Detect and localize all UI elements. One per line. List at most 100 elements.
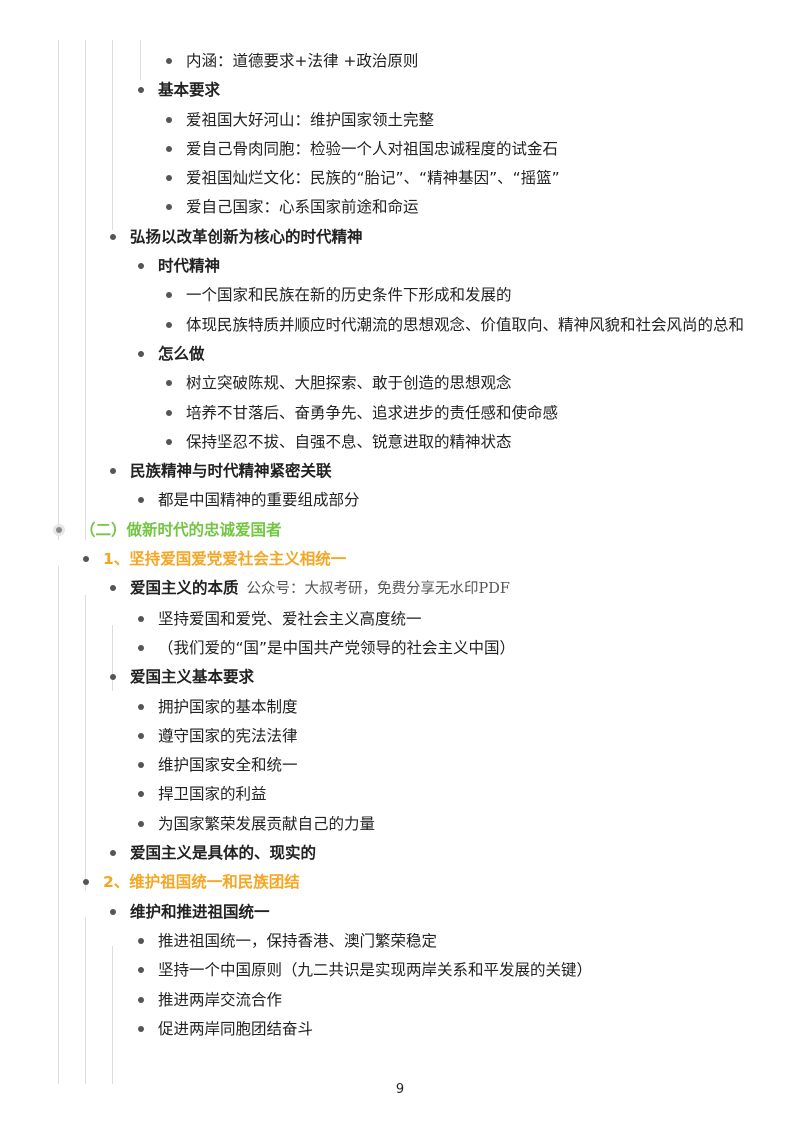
item-label: 2、维护祖国统一和民族团结 <box>103 873 300 892</box>
item-text: 培养不甘落后、奋勇争先、追求进步的责任感和使命感 <box>186 401 751 425</box>
item-text: 遵守国家的宪法法律 <box>158 724 751 748</box>
outline-item: 民族精神与时代精神紧密关联 <box>0 459 751 483</box>
item-label: 培养不甘落后、奋勇争先、追求进步的责任感和使命感 <box>186 403 559 422</box>
item-label: 坚持爱国和爱党、爱社会主义高度统一 <box>158 609 422 628</box>
item-label: 弘扬以改革创新为核心的时代精神 <box>130 227 363 246</box>
bullet <box>138 497 144 504</box>
item-label: 爱国主义是具体的、现实的 <box>130 844 317 863</box>
outline-item: 维护和推进祖国统一 <box>0 900 751 924</box>
page-number: 9 <box>395 1082 405 1097</box>
item-label: 树立突破陈规、大胆探索、敢于创造的思想观念 <box>186 374 512 393</box>
item-text: 2、维护祖国统一和民族团结 <box>103 870 751 894</box>
bullet <box>56 526 62 533</box>
bullet <box>138 615 144 622</box>
bullet <box>138 791 144 798</box>
bullet <box>110 233 116 240</box>
outline-item: 为国家繁荣发展贡献自己的力量 <box>0 812 751 836</box>
bullet <box>138 644 144 651</box>
item-text: 弘扬以改革创新为核心的时代精神 <box>130 225 751 249</box>
outline-item: 弘扬以改革创新为核心的时代精神 <box>0 225 751 249</box>
outline-item: 爱祖国灿烂文化：民族的“胎记”、“精神基因”、“摇篮” <box>0 166 751 190</box>
item-text: 为国家繁荣发展贡献自己的力量 <box>158 812 751 836</box>
guide-line <box>112 40 113 230</box>
outline-item: 遵守国家的宪法法律 <box>0 724 751 748</box>
guide-line <box>85 40 86 540</box>
outline: 内涵：道德要求+法律 +政治原则 基本要求 爱祖国大好河山：维护国家领土完整 爱自己骨… <box>0 49 800 1046</box>
outline-item: 时代精神 <box>0 254 751 278</box>
item-label: 一个国家和民族在新的历史条件下形成和发展的 <box>186 286 512 305</box>
bullet <box>166 438 172 445</box>
bullet <box>166 145 172 152</box>
bullet <box>138 820 144 827</box>
outline-item: 爱国主义的本质 公众号：大叔考研，免费分享无水印PDF <box>0 576 751 601</box>
guide-line <box>140 40 141 80</box>
item-text: 爱自己骨肉同胞：检验一个人对祖国忠诚程度的试金石 <box>186 137 751 161</box>
bullet <box>110 585 116 592</box>
outline-item: （二）做新时代的忠诚爱国者 <box>0 518 751 542</box>
bullet <box>138 937 144 944</box>
item-label: 基本要求 <box>158 81 221 100</box>
watermark-note: 公众号：大叔考研，免费分享无水印PDF <box>246 581 510 598</box>
outline-item: 爱国主义基本要求 <box>0 665 751 689</box>
guide-line <box>112 946 113 1084</box>
item-text: （二）做新时代的忠诚爱国者 <box>80 518 751 542</box>
outline-item: 推进祖国统一，保持香港、澳门繁荣稳定 <box>0 929 751 953</box>
guide-line <box>85 595 86 891</box>
guide-line <box>58 40 59 540</box>
item-label: 维护和推进祖国统一 <box>130 902 270 921</box>
bullet <box>138 762 144 769</box>
item-text: 促进两岸同胞团结奋斗 <box>158 1017 751 1041</box>
outline-item: 爱祖国大好河山：维护国家领土完整 <box>0 108 751 132</box>
item-text: 1、坚持爱国爱党爱社会主义相统一 <box>103 547 751 571</box>
item-label: （二）做新时代的忠诚爱国者 <box>80 520 282 539</box>
bullet <box>166 409 172 416</box>
bullet <box>138 996 144 1003</box>
item-label: （我们爱的“国”是中国共产党领导的社会主义中国） <box>158 638 516 657</box>
item-label: 遵守国家的宪法法律 <box>158 726 298 745</box>
outline-item: 都是中国精神的重要组成部分 <box>0 488 751 512</box>
item-text: 爱祖国灿烂文化：民族的“胎记”、“精神基因”、“摇篮” <box>186 166 751 190</box>
bullet <box>138 703 144 710</box>
bullet <box>166 58 172 64</box>
item-text: 都是中国精神的重要组成部分 <box>158 488 751 512</box>
item-label: 为国家繁荣发展贡献自己的力量 <box>158 814 376 833</box>
item-text: 体现民族特质并顺应时代潮流的思想观念、价值取向、精神风貌和社会风尚的总和 <box>186 313 751 337</box>
item-text: 民族精神与时代精神紧密关联 <box>130 459 751 483</box>
item-text: 维护和推进祖国统一 <box>130 900 751 924</box>
bullet <box>166 321 172 328</box>
item-label: 坚持一个中国原则（九二共识是实现两岸关系和平发展的关键） <box>158 961 593 980</box>
item-text: 爱祖国大好河山：维护国家领土完整 <box>186 108 751 132</box>
bullet <box>138 87 144 94</box>
item-label: 都是中国精神的重要组成部分 <box>158 491 360 510</box>
item-label: 体现民族特质并顺应时代潮流的思想观念、价值取向、精神风貌和社会风尚的总和 <box>186 315 745 334</box>
item-label: 爱祖国大好河山：维护国家领土完整 <box>186 110 435 129</box>
bullet <box>110 468 116 475</box>
item-label: 1、坚持爱国爱党爱社会主义相统一 <box>103 550 347 569</box>
item-text: 爱自己国家：心系国家前途和命运 <box>186 195 751 219</box>
item-text: 爱国主义是具体的、现实的 <box>130 841 751 865</box>
item-text: 推进两岸交流合作 <box>158 988 751 1012</box>
item-text: 怎么做 <box>158 342 751 366</box>
outline-item: 一个国家和民族在新的历史条件下形成和发展的 <box>0 283 751 307</box>
bullet <box>138 732 144 739</box>
bullet <box>166 175 172 182</box>
outline-item: 爱国主义是具体的、现实的 <box>0 841 751 865</box>
item-label: 推进祖国统一，保持香港、澳门繁荣稳定 <box>158 931 438 950</box>
outline-item: 2、维护祖国统一和民族团结 <box>0 870 751 894</box>
bullet <box>166 204 172 211</box>
item-label: 保持坚忍不拔、自强不息、锐意进取的精神状态 <box>186 432 512 451</box>
item-label: 推进两岸交流合作 <box>158 990 283 1009</box>
item-label: 爱祖国灿烂文化：民族的“胎记”、“精神基因”、“摇篮” <box>186 169 560 188</box>
bullet <box>138 350 144 357</box>
item-text: 维护国家安全和统一 <box>158 753 751 777</box>
item-label: 拥护国家的基本制度 <box>158 697 298 716</box>
outline-item: 坚持一个中国原则（九二共识是实现两岸关系和平发展的关键） <box>0 958 751 982</box>
bullet <box>83 556 89 563</box>
item-label: 捍卫国家的利益 <box>158 785 267 804</box>
item-label: 时代精神 <box>158 257 221 276</box>
bullet <box>166 292 172 299</box>
item-text: 基本要求 <box>158 78 751 102</box>
item-label: 爱自己国家：心系国家前途和命运 <box>186 198 419 217</box>
bullet <box>138 967 144 974</box>
bullet <box>83 879 89 886</box>
